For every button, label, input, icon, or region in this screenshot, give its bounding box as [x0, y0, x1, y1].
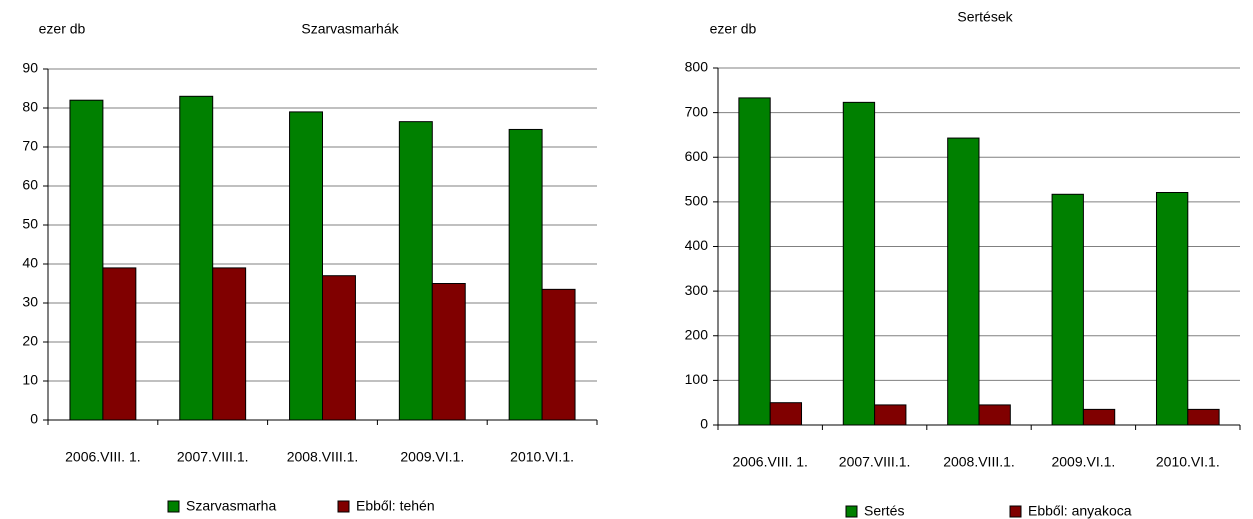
bar	[508, 128, 543, 421]
bar	[179, 95, 214, 421]
y-tick-label: 30	[22, 294, 38, 310]
legend-label: Szarvasmarha	[186, 498, 276, 514]
legend-swatch	[845, 505, 858, 518]
bar	[769, 402, 803, 426]
bar	[1155, 192, 1189, 426]
x-tick-label: 2008.VIII.1.	[943, 454, 1015, 470]
x-tick-label: 2010.VI.1.	[510, 449, 574, 465]
y-tick-label: 10	[22, 372, 38, 388]
bar	[1187, 408, 1220, 426]
y-tick-label: 400	[685, 237, 709, 253]
y-tick-label: 90	[22, 60, 38, 76]
y-tick-label: 100	[685, 371, 709, 387]
legend-label: Ebből: tehén	[356, 498, 435, 514]
y-tick-label: 800	[685, 59, 709, 75]
x-tick-label: 2006.VIII. 1.	[65, 449, 141, 465]
y-tick-label: 60	[22, 177, 38, 193]
legend-swatch	[167, 500, 180, 513]
x-tick-label: 2010.VI.1.	[1156, 454, 1220, 470]
legend-label: Sertés	[864, 503, 904, 519]
bar	[212, 267, 247, 421]
legend-swatch	[337, 500, 350, 513]
bar	[289, 111, 323, 421]
y-tick-label: 700	[685, 103, 709, 119]
bar	[102, 267, 137, 421]
chart-title: Sertések	[957, 9, 1013, 25]
chart-title: Szarvasmarhák	[301, 21, 399, 37]
y-tick-label: 600	[685, 148, 709, 164]
x-tick-label: 2006.VIII. 1.	[732, 454, 808, 470]
legend-label: Ebből: anyakoca	[1028, 503, 1132, 519]
bar	[874, 404, 907, 426]
bar	[1051, 193, 1084, 426]
y-axis-label: ezer db	[710, 21, 757, 37]
legend-swatch	[1009, 505, 1022, 518]
y-tick-label: 80	[22, 99, 38, 115]
x-tick-label: 2008.VIII.1.	[287, 449, 359, 465]
bar	[1082, 408, 1116, 426]
bar	[431, 283, 466, 421]
bar	[541, 288, 576, 421]
y-tick-label: 50	[22, 216, 38, 232]
y-tick-label: 300	[685, 282, 709, 298]
y-tick-label: 70	[22, 138, 38, 154]
y-tick-label: 20	[22, 333, 38, 349]
bar	[738, 97, 771, 426]
y-tick-label: 200	[685, 326, 709, 342]
y-tick-label: 0	[700, 416, 708, 432]
bar	[978, 404, 1011, 426]
bar	[947, 137, 980, 426]
y-axis-label: ezer db	[39, 21, 86, 37]
bar	[69, 99, 104, 421]
y-tick-label: 500	[685, 193, 709, 209]
bar	[398, 121, 433, 421]
y-tick-label: 40	[22, 255, 38, 271]
x-tick-label: 2009.VI.1.	[1051, 454, 1115, 470]
y-tick-label: 0	[30, 411, 38, 427]
x-tick-label: 2009.VI.1.	[400, 449, 464, 465]
bar	[322, 275, 356, 421]
x-tick-label: 2007.VIII.1.	[177, 449, 249, 465]
bar	[842, 101, 876, 426]
x-tick-label: 2007.VIII.1.	[839, 454, 911, 470]
